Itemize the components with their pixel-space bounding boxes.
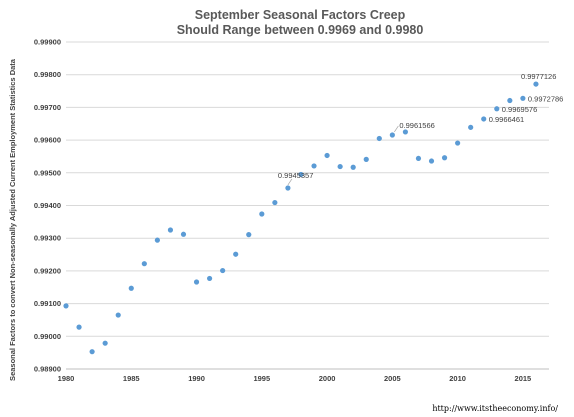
data-label: 0.9961566 <box>399 121 434 130</box>
data-point <box>507 98 512 103</box>
data-point <box>533 81 538 86</box>
data-point <box>351 165 356 170</box>
data-point <box>233 252 238 257</box>
data-point <box>181 232 186 237</box>
y-tick-label: 0.99400 <box>34 201 61 210</box>
x-tick-label: 1980 <box>58 374 75 383</box>
y-tick-label: 0.99100 <box>34 299 61 308</box>
data-point <box>494 106 499 111</box>
data-label: 0.9966461 <box>489 115 524 124</box>
source-url: http://www.itstheeconomy.info/ <box>432 404 558 413</box>
x-tick-label: 1985 <box>123 374 140 383</box>
data-point <box>63 303 68 308</box>
data-point <box>103 341 108 346</box>
data-point <box>429 158 434 163</box>
y-axis-label: Seasonal Factors to convert Non-seasonal… <box>8 58 17 381</box>
x-tick-label: 2015 <box>515 374 532 383</box>
data-point <box>272 200 277 205</box>
data-point <box>90 349 95 354</box>
y-tick-label: 0.99000 <box>34 332 61 341</box>
data-point <box>311 163 316 168</box>
data-point <box>116 312 121 317</box>
y-tick-label: 0.99500 <box>34 168 61 177</box>
data-point <box>324 153 329 158</box>
data-point <box>207 276 212 281</box>
data-point <box>468 125 473 130</box>
y-tick-label: 0.99300 <box>34 234 61 243</box>
chart-subtitle: Should Range between 0.9969 and 0.9980 <box>177 23 424 37</box>
data-point <box>338 164 343 169</box>
x-tick-label: 2005 <box>384 374 401 383</box>
data-point <box>390 132 395 137</box>
data-point <box>416 156 421 161</box>
chart-title: September Seasonal Factors Creep <box>195 8 406 22</box>
data-point <box>377 136 382 141</box>
x-tick-label: 1990 <box>188 374 205 383</box>
x-tick-label: 2010 <box>449 374 466 383</box>
data-point <box>246 232 251 237</box>
data-point <box>76 325 81 330</box>
y-tick-label: 0.99800 <box>34 70 61 79</box>
data-point <box>455 140 460 145</box>
data-point <box>364 157 369 162</box>
data-point <box>442 155 447 160</box>
data-point <box>285 185 290 190</box>
data-label: 0.9972786 <box>528 94 563 103</box>
data-point <box>155 238 160 243</box>
data-label: 0.9945357 <box>278 171 313 180</box>
data-point <box>481 116 486 121</box>
x-tick-label: 1995 <box>253 374 270 383</box>
data-point <box>194 279 199 284</box>
data-point <box>168 227 173 232</box>
data-label: 0.9969576 <box>502 105 537 114</box>
data-label: 0.9977126 <box>521 72 556 81</box>
y-tick-label: 0.99200 <box>34 266 61 275</box>
data-point <box>220 268 225 273</box>
data-point <box>259 211 264 216</box>
data-point <box>520 96 525 101</box>
x-tick-label: 2000 <box>319 374 336 383</box>
data-point <box>403 129 408 134</box>
y-tick-label: 0.98900 <box>34 365 61 374</box>
y-tick-label: 0.99900 <box>34 38 61 47</box>
y-tick-label: 0.99600 <box>34 136 61 145</box>
data-point <box>142 261 147 266</box>
data-point <box>129 286 134 291</box>
y-tick-label: 0.99700 <box>34 103 61 112</box>
